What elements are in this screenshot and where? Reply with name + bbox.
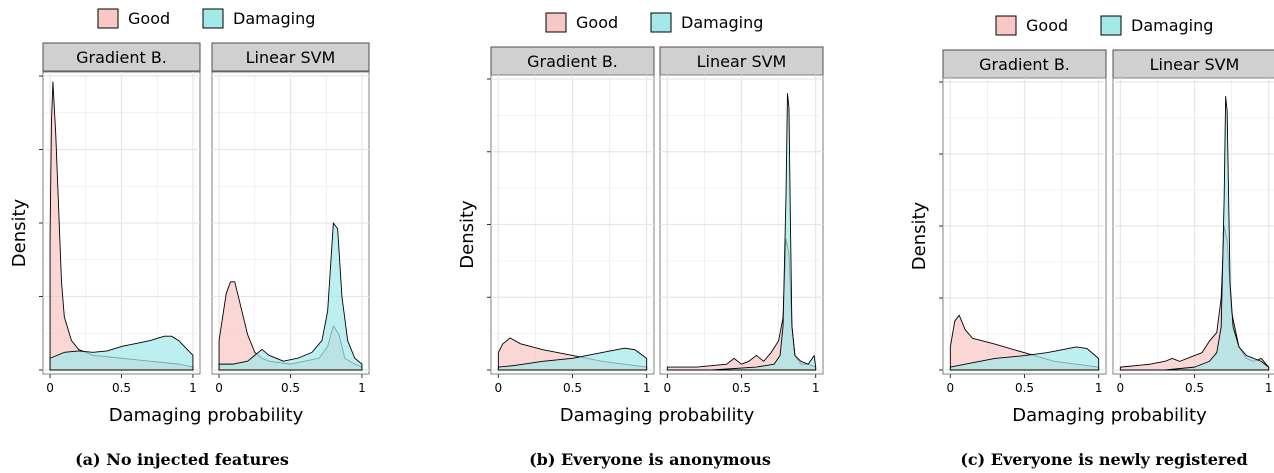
x-tick-label: 0.5 [281,381,300,395]
x-tick-label: 0.5 [1015,381,1034,395]
facet-strip [490,46,655,76]
caption: (b) Everyone is anonymous [529,450,771,469]
damaging-density [949,346,1100,371]
facet-strip [211,42,370,72]
facet-strip-label: Gradient B. [979,55,1070,74]
facet-strip-label: Linear SVM [697,52,787,71]
damaging-density [49,335,194,371]
x-tick-label: 0.5 [563,381,582,395]
legend-damaging-label: Damaging [233,9,315,28]
x-tick-label: 0.5 [112,381,131,395]
legend-good-label: Good [1026,16,1068,35]
damaging-density [497,347,648,371]
x-tick-label: 1 [189,381,197,395]
facet-strip [942,49,1107,79]
x-axis-title: Damaging probability [1012,405,1207,426]
facet-strip-label: Gradient B. [76,48,167,67]
legend-good-label: Good [576,13,618,32]
x-tick-label: 1 [1265,381,1273,395]
facet-gradient-b: Gradient B. 0 0.5 1 [487,46,655,395]
facet-gradient-b: Gradient B. 0 0.5 1 [39,42,201,395]
x-tick-label: 1 [358,381,366,395]
caption: (c) Everyone is newly registered [960,450,1247,469]
x-tick-label: 0.5 [1185,381,1204,395]
legend-damaging-label: Damaging [1131,16,1213,35]
legend: Good Damaging [995,15,1213,36]
x-tick-label: 0 [46,381,54,395]
legend-damaging-swatch [650,12,672,33]
facet-strip-label: Linear SVM [246,48,336,67]
legend-good-swatch [97,8,119,29]
x-axis-title: Damaging probability [560,405,755,426]
legend-good-swatch [545,12,567,33]
legend: Good Damaging [97,8,315,29]
facet-linear-svm: Linear SVM 0 0.5 1 [1112,49,1274,395]
legend-damaging-swatch [1100,15,1122,36]
legend-damaging-swatch [202,8,224,29]
legend-damaging-label: Damaging [681,13,763,32]
damaging-density [666,93,817,371]
caption: (a) No injected features [75,450,289,469]
x-tick-label: 0 [947,381,955,395]
x-tick-label: 0 [1117,381,1125,395]
x-axis-title: Damaging probability [109,405,304,426]
y-axis-title: Density [457,200,478,269]
x-tick-label: 0 [215,381,223,395]
damaging-density [1119,95,1270,371]
y-axis-title: Density [909,201,930,270]
x-tick-label: 1 [1095,381,1103,395]
facet-gradient-b: Gradient B. 0 0.5 1 [939,49,1107,395]
legend-good-label: Good [128,9,170,28]
x-tick-label: 1 [812,381,820,395]
facet-strip-label: Linear SVM [1150,55,1240,74]
x-tick-label: 0.5 [732,381,751,395]
damaging-density [218,222,363,371]
x-tick-label: 0 [495,381,503,395]
facet-strip [42,42,201,72]
legend: Good Damaging [545,12,763,33]
facet-strip-label: Gradient B. [527,52,618,71]
facet-linear-svm: Linear SVM 0 0.5 1 [659,46,824,395]
x-tick-label: 0 [664,381,672,395]
x-tick-label: 1 [643,381,651,395]
facet-linear-svm: Linear SVM 0 0.5 1 [211,42,370,395]
y-axis-title: Density [9,198,30,267]
legend-good-swatch [995,15,1017,36]
